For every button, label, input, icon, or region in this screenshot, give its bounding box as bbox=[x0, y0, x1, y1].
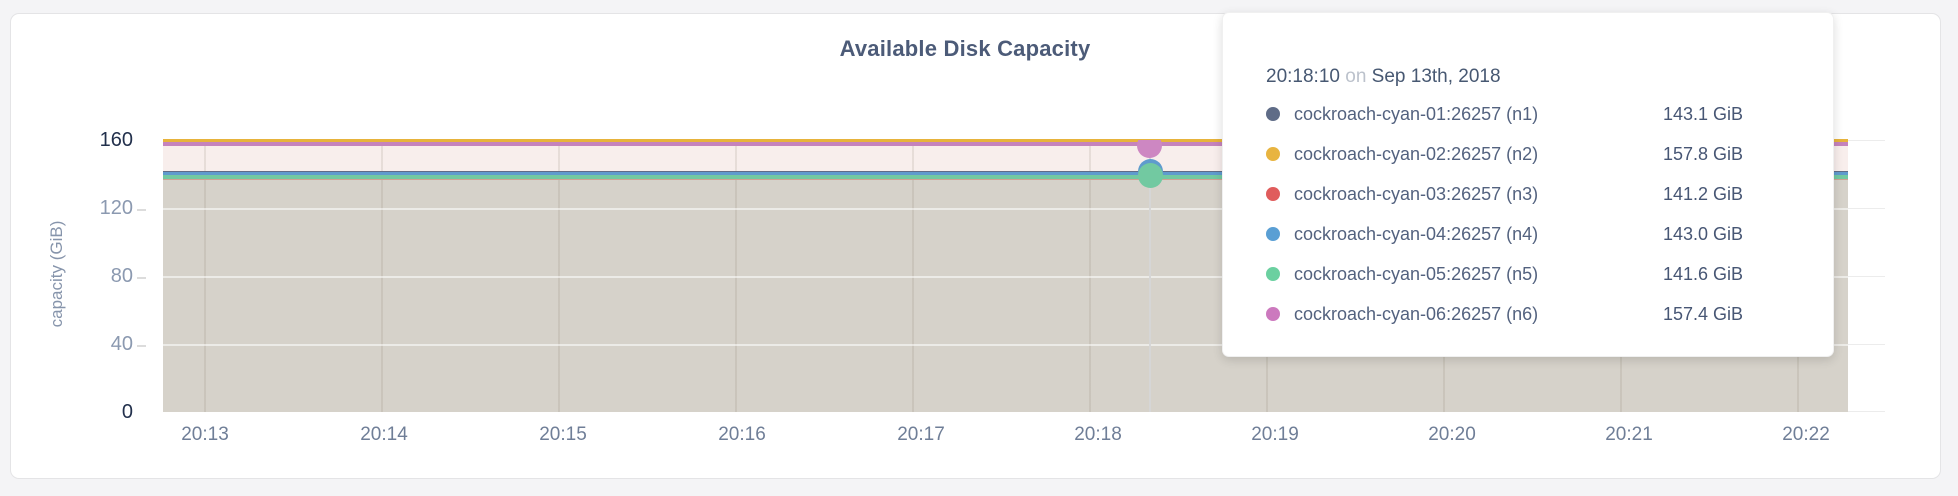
hover-marker-n6 bbox=[1137, 140, 1163, 159]
tooltip-row-n1: cockroach-cyan-01:26257 (n1) 143.1 GiB bbox=[1266, 101, 1806, 141]
gridline-h-80-overlay bbox=[163, 276, 1848, 278]
y-tick-mark bbox=[137, 277, 146, 279]
hover-marker-n6-dot bbox=[1137, 140, 1162, 158]
x-tick-2016: 20:16 bbox=[718, 424, 766, 445]
x-tick-2021: 20:21 bbox=[1605, 424, 1653, 445]
tooltip-timestamp: 20:18:10 on Sep 13th, 2018 bbox=[1266, 66, 1501, 88]
y-tick-mark bbox=[137, 345, 146, 347]
chart-title: Available Disk Capacity bbox=[839, 36, 1091, 61]
series-color-dot-n6 bbox=[1266, 307, 1280, 321]
series-value: 143.1 GiB bbox=[1663, 104, 1744, 124]
series-name: cockroach-cyan-01:26257 (n1) bbox=[1294, 104, 1539, 124]
series-color-dot-n1 bbox=[1266, 107, 1280, 121]
series-name: cockroach-cyan-06:26257 (n6) bbox=[1294, 304, 1539, 324]
y-tick-0: 0 bbox=[121, 401, 133, 423]
series-value: 157.8 GiB bbox=[1663, 144, 1744, 164]
x-tick-2014: 20:14 bbox=[360, 424, 408, 445]
series-color-dot-n5 bbox=[1266, 267, 1280, 281]
tooltip-row-n5: cockroach-cyan-05:26257 (n5) 141.6 GiB bbox=[1266, 261, 1806, 301]
x-tick-2022: 20:22 bbox=[1782, 424, 1830, 445]
y-tick-120: 120 bbox=[99, 197, 133, 219]
gridline-h-40-overlay bbox=[163, 344, 1848, 346]
series-name: cockroach-cyan-05:26257 (n5) bbox=[1294, 264, 1539, 284]
x-tick-2019: 20:19 bbox=[1251, 424, 1299, 445]
series-name: cockroach-cyan-02:26257 (n2) bbox=[1294, 144, 1539, 164]
tooltip-row-n6: cockroach-cyan-06:26257 (n6) 157.4 GiB bbox=[1266, 301, 1806, 341]
tooltip-row-n2: cockroach-cyan-02:26257 (n2) 157.8 GiB bbox=[1266, 141, 1806, 181]
series-color-dot-n3 bbox=[1266, 187, 1280, 201]
y-tick-40: 40 bbox=[110, 333, 133, 355]
tooltip-date: Sep 13th, 2018 bbox=[1371, 66, 1501, 87]
hover-marker-n5 bbox=[1137, 163, 1163, 188]
x-tick-2013: 20:13 bbox=[181, 424, 229, 445]
series-name: cockroach-cyan-04:26257 (n4) bbox=[1294, 224, 1539, 244]
y-tick-80: 80 bbox=[110, 265, 133, 287]
series-line-n2 bbox=[163, 139, 1848, 142]
y-tick-mark bbox=[137, 209, 146, 211]
series-name: cockroach-cyan-03:26257 (n3) bbox=[1294, 184, 1539, 204]
hover-tooltip: 20:18:10 on Sep 13th, 2018 cockroach-cya… bbox=[1222, 12, 1834, 357]
series-value: 141.2 GiB bbox=[1663, 184, 1744, 204]
tooltip-on-word: on bbox=[1345, 66, 1367, 87]
series-line-n3 bbox=[163, 178, 1848, 180]
tooltip-row-n4: cockroach-cyan-04:26257 (n4) 143.0 GiB bbox=[1266, 221, 1806, 261]
series-value: 143.0 GiB bbox=[1663, 224, 1744, 244]
x-tick-2015: 20:15 bbox=[539, 424, 587, 445]
y-tick-160: 160 bbox=[99, 129, 133, 151]
x-tick-2018: 20:18 bbox=[1074, 424, 1122, 445]
tooltip-time: 20:18:10 bbox=[1266, 66, 1340, 87]
series-color-dot-n4 bbox=[1266, 227, 1280, 241]
tooltip-row-n3: cockroach-cyan-03:26257 (n3) 141.2 GiB bbox=[1266, 181, 1806, 221]
series-value: 141.6 GiB bbox=[1663, 264, 1744, 284]
gridline-h-120-overlay bbox=[163, 208, 1848, 210]
x-tick-2017: 20:17 bbox=[897, 424, 945, 445]
x-tick-2020: 20:20 bbox=[1428, 424, 1476, 445]
series-value: 157.4 GiB bbox=[1663, 304, 1744, 324]
series-line-n4-n1 bbox=[163, 171, 1848, 175]
series-line-n6 bbox=[163, 142, 1848, 146]
hover-guideline bbox=[1149, 140, 1151, 412]
series-line-n5 bbox=[163, 175, 1848, 179]
series-color-dot-n2 bbox=[1266, 147, 1280, 161]
